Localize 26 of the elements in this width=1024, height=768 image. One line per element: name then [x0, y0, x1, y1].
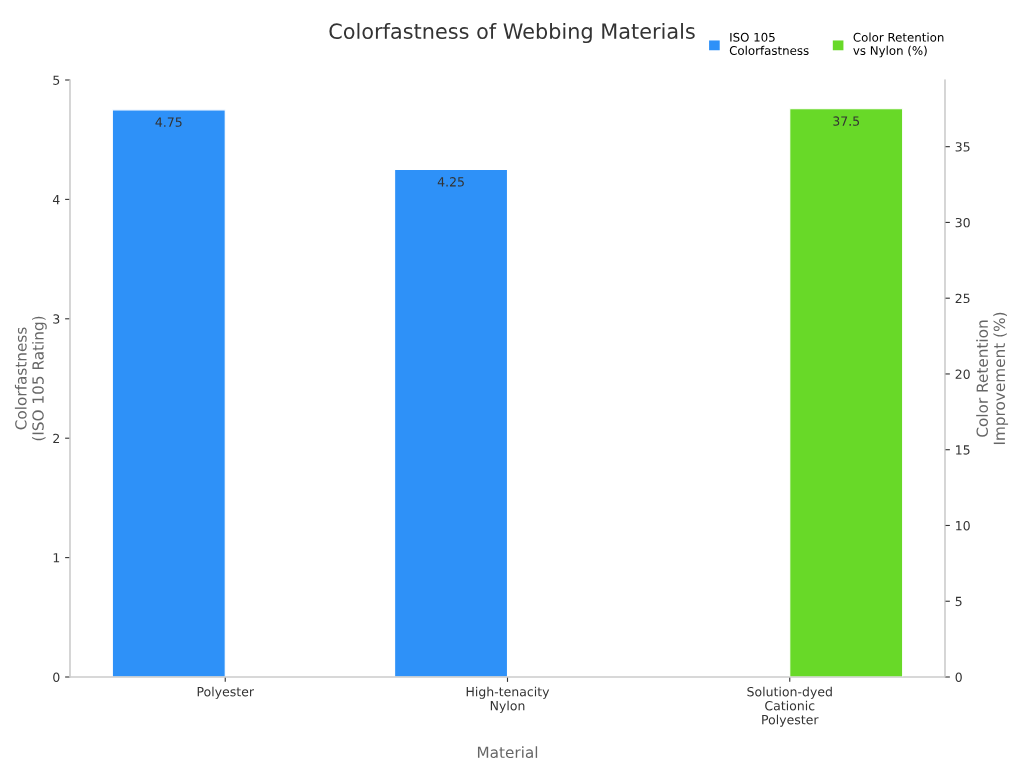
y2-tick-label: 20 [955, 369, 970, 379]
legend-label: ISO 105 Colorfastness [729, 32, 809, 55]
data-label: 4.25 [437, 177, 464, 187]
x-tick-label: Polyester [197, 686, 255, 699]
y2-tick-label: 25 [955, 293, 970, 304]
y2-tick-label: 10 [956, 520, 970, 531]
y2-tick-label: 15 [956, 445, 970, 455]
chart-title: Colorfastness of Webbing Materials [329, 22, 695, 44]
x-tick-label: Solution-dyed Cationic Polyester [747, 686, 832, 727]
y-tick-label: 4 [52, 195, 60, 205]
y-axis-title: Colorfastness (ISO 105 Rating) [14, 316, 47, 441]
y-tick-label: 3 [53, 314, 60, 324]
y2-axis-title: Color Retention Improvement (%) [976, 312, 1009, 445]
data-label: 4.75 [155, 117, 182, 127]
y2-tick-label: 0 [955, 672, 962, 682]
y-tick-label: 2 [53, 433, 60, 443]
legend-label: Color Retention vs Nylon (%) [853, 32, 944, 58]
y2-tick-label: 35 [955, 142, 970, 152]
y-tick-label: 0 [53, 672, 60, 682]
x-axis-title: Material [477, 746, 538, 759]
y-tick-label: 5 [53, 75, 60, 85]
data-label: 37.5 [833, 116, 860, 126]
x-tick-label: High-tenacity Nylon [466, 686, 550, 713]
y-tick-label: 1 [53, 553, 60, 563]
y2-tick-label: 30 [955, 217, 970, 228]
y2-tick-label: 5 [955, 596, 962, 607]
